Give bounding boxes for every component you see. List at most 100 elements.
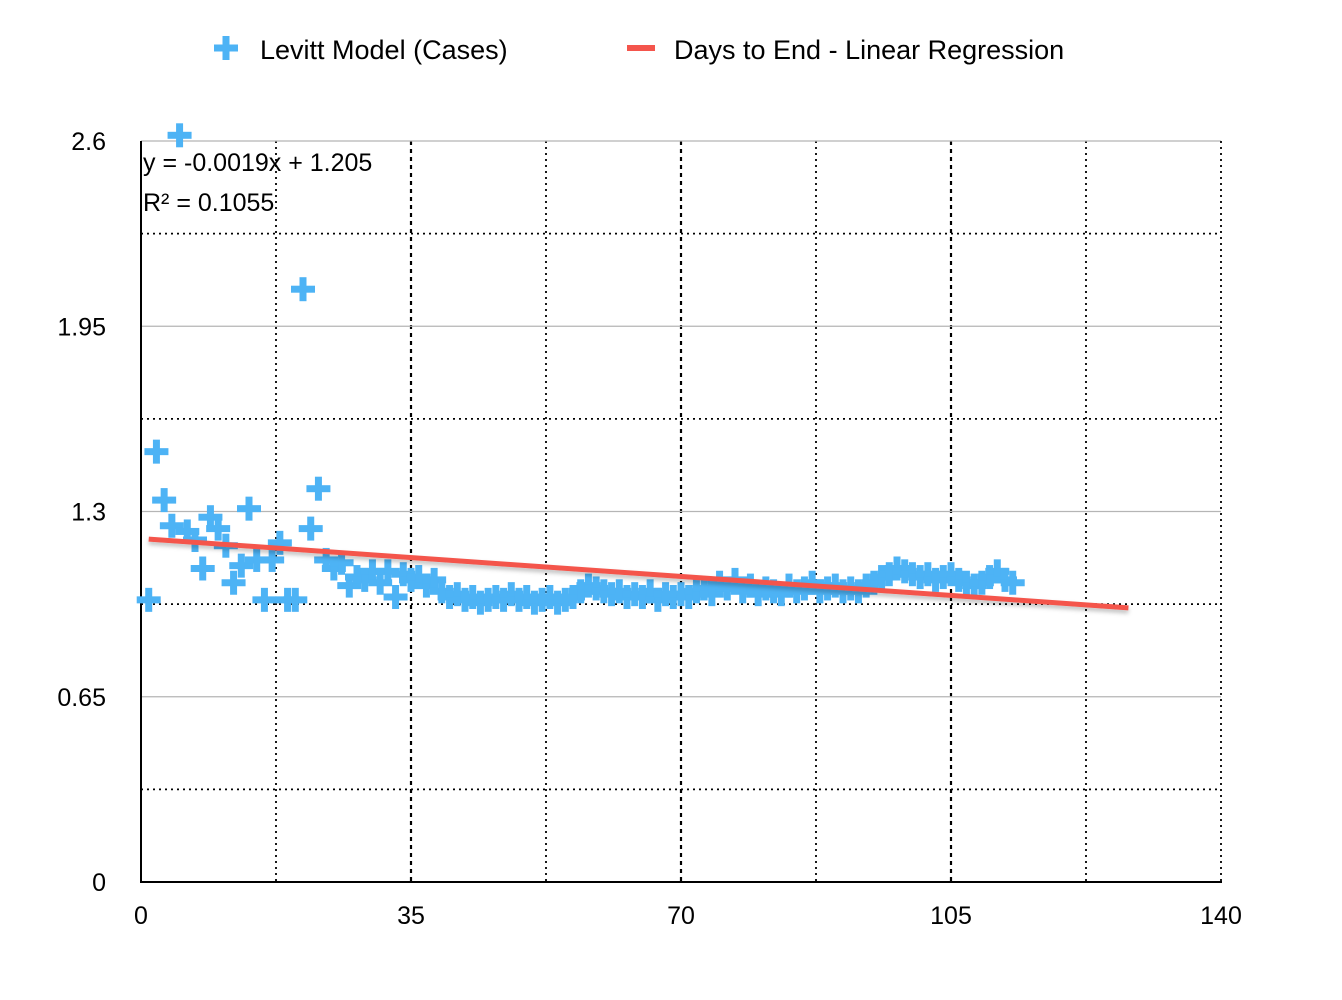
data-point bbox=[915, 562, 940, 587]
data-point bbox=[260, 547, 285, 572]
data-point bbox=[460, 585, 485, 609]
plus-marker-vertical bbox=[500, 587, 508, 612]
data-point bbox=[306, 476, 331, 501]
plus-marker-vertical bbox=[723, 576, 731, 601]
plus-marker-vertical bbox=[399, 562, 407, 587]
plus-marker-vertical bbox=[376, 570, 384, 595]
data-point bbox=[375, 559, 400, 584]
x-tick-label: 35 bbox=[397, 902, 425, 930]
plus-marker-vertical bbox=[384, 559, 392, 584]
plus-marker-vertical bbox=[453, 582, 461, 607]
data-point bbox=[244, 547, 269, 572]
data-point bbox=[738, 573, 763, 598]
data-point bbox=[429, 579, 454, 604]
plus-marker-vertical bbox=[422, 573, 430, 598]
data-point bbox=[861, 570, 886, 595]
plus-marker-vertical bbox=[746, 573, 754, 598]
data-point bbox=[792, 576, 817, 601]
plus-marker-vertical bbox=[754, 582, 762, 607]
plus-marker-vertical bbox=[947, 562, 955, 587]
data-point bbox=[360, 559, 385, 584]
data-point bbox=[314, 547, 339, 572]
plus-marker-vertical bbox=[345, 573, 353, 598]
plus-marker-vertical bbox=[291, 587, 299, 612]
plus-marker-vertical bbox=[993, 559, 1001, 584]
plus-marker-vertical bbox=[338, 550, 346, 575]
data-point bbox=[206, 516, 231, 541]
data-point bbox=[699, 582, 724, 607]
data-point bbox=[1000, 570, 1025, 595]
x-axis-ticks: 0 35 70 105 140 bbox=[134, 902, 1242, 930]
data-point bbox=[977, 565, 1002, 590]
data-point bbox=[329, 550, 354, 575]
plus-marker-vertical bbox=[230, 570, 238, 595]
plus-marker-vertical bbox=[638, 585, 646, 609]
x-tick-label: 140 bbox=[1200, 902, 1242, 930]
data-point bbox=[969, 570, 994, 595]
data-point bbox=[229, 553, 254, 578]
data-point bbox=[730, 579, 755, 604]
data-point bbox=[144, 439, 169, 464]
data-point bbox=[800, 570, 825, 595]
data-point bbox=[291, 277, 315, 302]
data-point bbox=[985, 559, 1010, 584]
data-point bbox=[337, 573, 362, 598]
plus-marker-vertical bbox=[392, 585, 400, 609]
plus-marker-vertical bbox=[299, 277, 307, 302]
scatter-series bbox=[136, 123, 1025, 615]
y-tick-label: 1.3 bbox=[71, 499, 106, 527]
legend-marker bbox=[214, 36, 238, 60]
y-tick-label: 2.6 bbox=[71, 128, 106, 156]
data-point bbox=[877, 562, 902, 587]
plus-marker-vertical bbox=[808, 570, 816, 595]
plus-marker-vertical bbox=[330, 556, 338, 581]
plus-marker-vertical bbox=[430, 567, 438, 592]
data-point bbox=[491, 587, 516, 612]
data-point bbox=[167, 123, 192, 148]
legend-label-regression: Days to End - Linear Regression bbox=[674, 35, 1064, 65]
plus-marker-vertical bbox=[199, 556, 207, 581]
data-point bbox=[645, 587, 670, 612]
data-point bbox=[422, 567, 447, 592]
data-point bbox=[221, 570, 246, 595]
data-point bbox=[561, 585, 585, 609]
data-point bbox=[568, 579, 593, 604]
data-point bbox=[406, 565, 431, 590]
plus-marker-vertical bbox=[978, 570, 986, 595]
plus-marker-vertical bbox=[206, 505, 214, 530]
legend-item-regression[interactable]: Days to End - Linear Regression bbox=[627, 35, 1064, 65]
plus-marker-vertical bbox=[739, 579, 747, 604]
data-point bbox=[692, 576, 717, 601]
data-point bbox=[136, 587, 161, 612]
data-point bbox=[237, 496, 261, 521]
plus-marker-vertical bbox=[615, 579, 623, 604]
plus-marker-vertical bbox=[700, 576, 708, 601]
plus-marker-vertical bbox=[1009, 570, 1017, 595]
data-point bbox=[175, 519, 200, 544]
plus-marker-vertical bbox=[523, 585, 531, 609]
regression-line bbox=[148, 536, 1129, 611]
plus-marker-vertical bbox=[168, 513, 176, 538]
data-point bbox=[707, 570, 732, 595]
plus-marker-vertical bbox=[924, 562, 932, 587]
plus-marker-vertical bbox=[777, 582, 785, 607]
legend-label-scatter: Levitt Model (Cases) bbox=[260, 35, 508, 65]
data-point bbox=[198, 505, 223, 530]
data-point bbox=[321, 556, 346, 581]
legend-item-scatter[interactable]: Levitt Model (Cases) bbox=[214, 35, 508, 65]
plus-marker-vertical bbox=[708, 582, 716, 607]
data-point bbox=[283, 587, 308, 612]
data-point bbox=[939, 562, 963, 587]
grid-lines bbox=[141, 140, 1222, 882]
data-point bbox=[267, 530, 292, 555]
plus-marker-vertical bbox=[260, 587, 268, 612]
data-point bbox=[391, 562, 416, 587]
data-point bbox=[368, 570, 393, 595]
data-point bbox=[190, 556, 215, 581]
data-point bbox=[252, 587, 277, 612]
plus-marker-vertical bbox=[268, 547, 276, 572]
plus-marker-vertical bbox=[507, 582, 515, 607]
data-point bbox=[630, 585, 655, 609]
plus-marker-vertical bbox=[800, 576, 808, 601]
